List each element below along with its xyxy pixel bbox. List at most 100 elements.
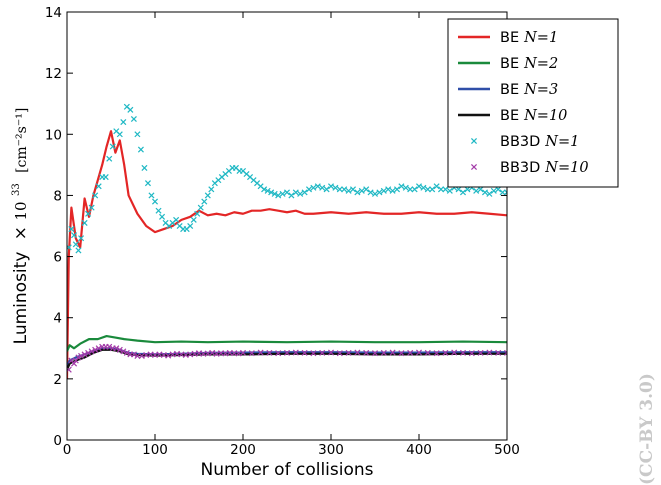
legend-label: BE N=3 (500, 82, 558, 98)
data-point-bb3d-n-10 (123, 349, 130, 356)
data-point-bb3d-n-1 (106, 155, 113, 162)
data-point-bb3d-n-10 (71, 360, 78, 367)
data-point-bb3d-n-1 (490, 187, 497, 194)
data-point-bb3d-n-1 (173, 216, 180, 223)
data-point-bb3d-n-1 (194, 210, 201, 217)
legend-label: BE N=2 (500, 56, 558, 72)
data-point-bb3d-n-1 (420, 184, 427, 191)
data-point-bb3d-n-1 (407, 186, 414, 193)
data-point-bb3d-n-10 (503, 349, 507, 356)
x-axis-label: Number of collisions (200, 460, 373, 480)
data-point-bb3d-n-1 (481, 189, 489, 196)
data-point-bb3d-n-10 (345, 349, 352, 356)
data-point-bb3d-n-1 (402, 184, 409, 191)
series-points-bb3d-n-10 (67, 343, 507, 373)
data-point-bb3d-n-1 (442, 186, 449, 193)
data-point-bb3d-n-10 (85, 349, 92, 356)
data-point-bb3d-n-10 (459, 349, 467, 356)
data-point-bb3d-n-1 (473, 187, 480, 194)
x-tick-label: 100 (142, 442, 168, 458)
legend-label-n: N=3 (523, 82, 558, 98)
legend-item-be-n-3: BE N=3 (458, 82, 558, 98)
data-point-bb3d-n-1 (283, 189, 291, 196)
data-point-bb3d-n-1 (292, 189, 299, 196)
y-tick-label: 2 (53, 372, 62, 388)
data-point-bb3d-n-1 (358, 187, 365, 194)
legend-swatch-marker (470, 163, 478, 171)
x-tick-label: 300 (318, 442, 344, 458)
legend-item-bb3d-n-1: BB3D N=1 (470, 134, 579, 150)
legend-label-text: BE (500, 56, 519, 72)
data-point-bb3d-n-1 (327, 183, 335, 190)
data-point-bb3d-n-1 (459, 189, 467, 196)
y-tick-label: 14 (45, 5, 62, 21)
data-point-bb3d-n-10 (495, 349, 502, 356)
legend-box (447, 18, 619, 188)
legend-label-text: BE (500, 82, 519, 98)
data-point-bb3d-n-1 (187, 222, 194, 230)
data-point-bb3d-n-1 (336, 186, 343, 193)
data-point-bb3d-n-10 (130, 351, 137, 358)
series-line-be-n-3 (67, 347, 507, 368)
legend-label: BB3D N=1 (500, 134, 579, 150)
data-point-bb3d-n-1 (446, 187, 453, 194)
data-point-bb3d-n-1 (464, 186, 471, 193)
data-point-bb3d-n-1 (72, 241, 79, 248)
data-point-bb3d-n-1 (190, 216, 197, 223)
legend-swatch-marker (470, 137, 478, 145)
data-point-bb3d-n-10 (78, 352, 85, 359)
x-tick-label: 200 (230, 442, 256, 458)
data-point-bb3d-n-1 (71, 232, 78, 239)
data-point-bb3d-n-1 (393, 186, 401, 193)
legend-item-be-n-10: BE N=10 (458, 108, 567, 124)
data-point-bb3d-n-1 (429, 186, 436, 193)
legend-item-be-n-1: BE N=1 (458, 30, 558, 46)
legend-label-text: BB3D (500, 134, 540, 150)
data-point-bb3d-n-1 (134, 131, 141, 138)
data-point-bb3d-n-10 (138, 352, 145, 359)
data-point-bb3d-n-1 (81, 219, 88, 226)
y-tick-label: 4 (53, 311, 62, 327)
license-watermark: (CC-BY 3.0) (637, 373, 657, 485)
data-point-bb3d-n-10 (336, 350, 343, 357)
data-point-bb3d-n-10 (209, 349, 216, 356)
data-point-bb3d-n-10 (81, 351, 88, 358)
data-point-bb3d-n-1 (314, 183, 321, 190)
data-point-bb3d-n-1 (264, 187, 271, 194)
legend-label-text: BE (500, 108, 519, 124)
data-point-bb3d-n-10 (424, 349, 431, 356)
data-point-bb3d-n-10 (134, 352, 141, 359)
data-point-bb3d-n-1 (495, 186, 502, 193)
y-axis-label-name: Luminosity (11, 252, 31, 345)
data-point-bb3d-n-1 (279, 190, 286, 197)
legend-label-n: N=10 (544, 160, 588, 176)
data-point-bb3d-n-1 (323, 186, 330, 193)
data-point-bb3d-n-10 (106, 343, 113, 350)
data-point-bb3d-n-10 (468, 350, 475, 357)
data-point-bb3d-n-1 (268, 189, 275, 196)
data-point-bb3d-n-10 (275, 350, 282, 357)
data-point-bb3d-n-1 (437, 186, 445, 193)
data-point-bb3d-n-1 (503, 189, 507, 196)
data-point-bb3d-n-1 (477, 186, 484, 193)
data-point-bb3d-n-1 (208, 186, 215, 193)
legend-label-n: N=1 (523, 30, 558, 46)
data-point-bb3d-n-1 (380, 187, 387, 194)
data-point-bb3d-n-1 (120, 119, 127, 126)
data-point-bb3d-n-1 (332, 184, 339, 191)
data-point-bb3d-n-1 (85, 210, 92, 217)
data-point-bb3d-n-1 (455, 186, 462, 193)
data-point-bb3d-n-1 (127, 106, 134, 113)
legend-label-n: N=1 (544, 134, 579, 150)
data-point-bb3d-n-1 (310, 184, 317, 191)
data-point-bb3d-n-1 (433, 183, 440, 190)
data-point-bb3d-n-1 (197, 204, 204, 211)
data-point-bb3d-n-1 (319, 184, 326, 191)
data-point-bb3d-n-1 (499, 189, 506, 196)
data-point-bb3d-n-1 (367, 189, 374, 196)
data-point-bb3d-n-1 (68, 226, 75, 233)
data-point-bb3d-n-1 (345, 187, 352, 194)
data-point-bb3d-n-10 (354, 349, 361, 356)
